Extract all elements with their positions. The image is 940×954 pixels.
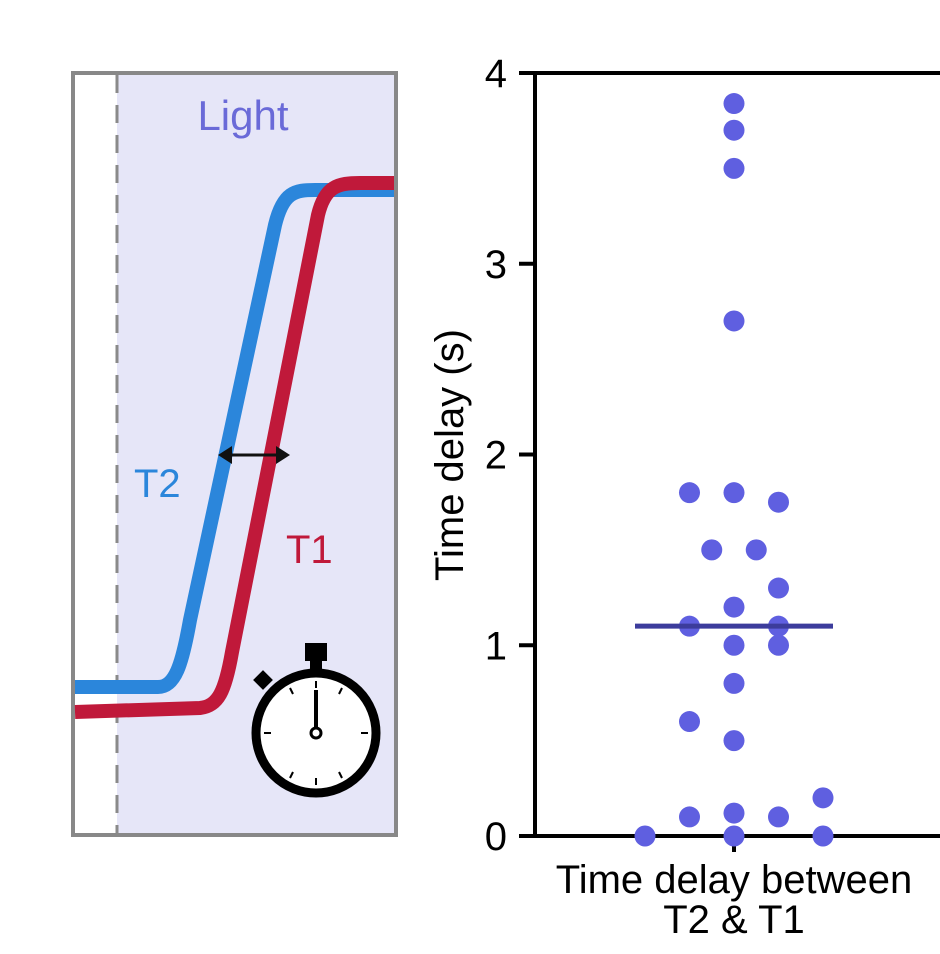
data-point <box>768 491 789 513</box>
data-point <box>723 93 745 115</box>
double-arrow-icon <box>218 446 290 464</box>
t2-trace <box>75 183 394 694</box>
schematic-panel: Light T2 T1 <box>71 71 398 837</box>
data-point <box>723 482 745 504</box>
data-point <box>768 634 789 656</box>
data-point <box>679 482 700 504</box>
t1-trace <box>74 176 394 719</box>
y-axis-title: Time delay (s) <box>428 329 472 581</box>
x-axis-title-line-1: Time delay between <box>556 858 912 902</box>
y-tick-label: 3 <box>485 243 507 287</box>
data-point <box>768 806 789 828</box>
y-tick-label: 1 <box>485 624 507 668</box>
stopwatch-icon <box>251 643 381 798</box>
data-point <box>679 806 700 828</box>
data-point <box>634 825 656 847</box>
y-tick-label: 4 <box>485 52 507 96</box>
data-point <box>723 119 745 141</box>
t1-label: T1 <box>286 528 333 572</box>
light-label: Light <box>197 92 288 139</box>
data-point <box>679 711 700 733</box>
data-point <box>812 787 834 809</box>
data-point <box>723 802 745 824</box>
data-point <box>768 577 789 599</box>
data-point <box>745 539 767 561</box>
data-point <box>723 672 745 694</box>
panel-frame <box>71 71 398 837</box>
data-point <box>723 157 745 179</box>
data-point <box>723 634 745 656</box>
x-axis-title-line-2: T2 & T1 <box>663 898 805 942</box>
data-point <box>812 825 834 847</box>
y-tick-label: 0 <box>485 815 507 859</box>
t2-label: T2 <box>134 462 181 506</box>
data-point <box>723 596 745 618</box>
y-ticks: 0 1 2 3 4 <box>485 52 535 859</box>
data-points <box>634 93 834 847</box>
data-point <box>701 539 723 561</box>
data-point <box>723 825 745 847</box>
data-point <box>723 310 745 332</box>
y-tick-label: 2 <box>485 434 507 478</box>
data-point <box>723 730 745 752</box>
